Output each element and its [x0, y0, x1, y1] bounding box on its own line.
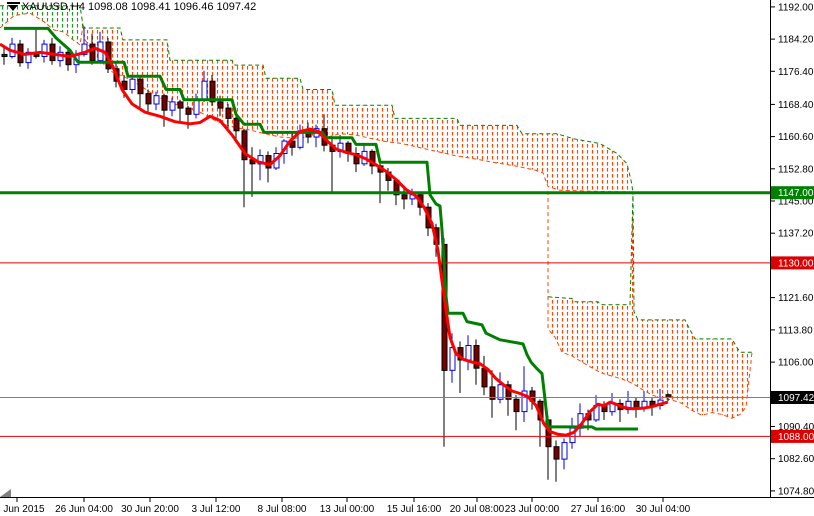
- chart-shift-marker-icon: [0, 489, 11, 497]
- candle-bullish: [81, 43, 88, 55]
- y-axis-label: 1090.40: [778, 422, 814, 433]
- x-axis-label: 23 Jun 2015: [0, 504, 45, 515]
- candle-bullish: [193, 99, 200, 115]
- candle-bearish: [369, 150, 376, 167]
- tenkan-sen-line: [0, 42, 669, 437]
- ohlc-values-label: 1098.08 1098.41 1096.46 1097.42: [88, 1, 257, 13]
- y-axis-label: 1192.00: [778, 2, 814, 13]
- x-axis-label: 27 Jul 16:00: [571, 504, 626, 515]
- candle-bearish: [553, 446, 560, 460]
- y-axis-label: 1137.20: [778, 229, 814, 240]
- y-axis-label: 1152.80: [778, 164, 814, 175]
- price-badge-1147.00: [771, 186, 814, 200]
- candle-bearish: [177, 101, 184, 109]
- candle-bullish: [129, 78, 136, 90]
- y-axis-label: 1145.00: [778, 197, 814, 208]
- x-axis-label: 13 Jul 00:00: [320, 504, 375, 515]
- x-axis-label: 26 Jun 04:00: [55, 504, 113, 515]
- candle-bearish: [289, 140, 296, 148]
- price-badge-label: 1147.00: [778, 188, 814, 199]
- candle-bearish: [513, 398, 520, 413]
- chart-title-ohlc: XAUUSD,H4 1098.08 1098.41 1096.46 1097.4…: [22, 1, 256, 13]
- candle-bearish: [489, 386, 496, 400]
- y-axis-label: 1074.80: [778, 486, 814, 497]
- x-axis-label: 15 Jul 16:00: [387, 504, 442, 515]
- y-axis-label: 1082.60: [778, 454, 814, 465]
- x-axis-label: 30 Jul 04:00: [636, 504, 691, 515]
- x-axis-area[interactable]: [0, 498, 814, 516]
- candle-bearish: [233, 117, 240, 132]
- symbol-period-label: XAUUSD,H4: [22, 1, 85, 13]
- candle-bullish: [521, 390, 528, 413]
- kijun-sen-line: [4, 26, 638, 431]
- senkou-span-b-line-2: [547, 191, 752, 353]
- ichimoku-cloud-fill-0: [0, 5, 83, 45]
- x-axis-label: 20 Jul 08:00: [450, 504, 505, 515]
- y-axis-label: 1176.40: [778, 67, 814, 78]
- price-badge-1088.00: [771, 429, 814, 443]
- candle-bearish: [401, 194, 408, 200]
- candle-bearish: [225, 107, 232, 119]
- y-axis-label: 1160.60: [778, 132, 814, 143]
- candle-bearish: [209, 80, 216, 103]
- candle-bearish: [481, 367, 488, 388]
- candle-bullish: [201, 80, 208, 101]
- candle-bullish: [497, 384, 504, 400]
- candle-bearish: [473, 345, 480, 369]
- senkou-span-a-line-0: [0, 12, 84, 46]
- price-badge-label: 1088.00: [778, 432, 814, 443]
- y-axis-label: 1121.60: [778, 293, 814, 304]
- x-axis-label: 23 Jul 00:00: [505, 504, 560, 515]
- candle-bearish: [65, 51, 72, 66]
- candle-bullish: [465, 345, 472, 361]
- y-axis-label: 1113.80: [778, 325, 813, 336]
- x-axis-label: 3 Jul 12:00: [192, 504, 241, 515]
- price-badge-1097.42: [771, 391, 814, 404]
- candle-bearish: [217, 101, 224, 109]
- x-axis-label: 30 Jun 20:00: [121, 504, 179, 515]
- candle-bearish: [185, 107, 192, 115]
- candle-bullish: [561, 442, 568, 460]
- candle-bearish: [633, 400, 640, 408]
- candle-bearish: [1, 53, 8, 58]
- candle-bearish: [145, 93, 152, 105]
- candle-bullish: [153, 95, 160, 105]
- price-badge-label: 1097.42: [778, 393, 814, 404]
- candle-bullish: [169, 101, 176, 111]
- candle-bearish: [241, 130, 248, 161]
- symbol-marker-icon: [7, 2, 20, 12]
- senkou-span-b-line-0: [0, 5, 84, 26]
- candle-bullish: [25, 51, 32, 64]
- candle-bearish: [161, 95, 168, 111]
- senkou-span-a-line-2: [547, 191, 753, 419]
- y-axis-label: 1168.40: [778, 100, 814, 111]
- y-axis-label: 1184.20: [778, 35, 814, 46]
- price-badge-label: 1130.00: [778, 258, 814, 269]
- candle-bearish: [121, 80, 128, 90]
- price-badge-1130.00: [771, 256, 814, 270]
- ichimoku-cloud-fill-1: [83, 25, 633, 192]
- candle-bullish: [41, 43, 48, 57]
- ichimoku-cloud-fill-2: [548, 191, 752, 419]
- x-axis-label: 8 Jul 08:00: [258, 504, 307, 515]
- candle-bearish: [137, 78, 144, 95]
- candle-bearish: [89, 43, 96, 62]
- y-axis-label: 1106.00: [778, 358, 814, 369]
- senkou-span-b-line-1: [82, 25, 634, 192]
